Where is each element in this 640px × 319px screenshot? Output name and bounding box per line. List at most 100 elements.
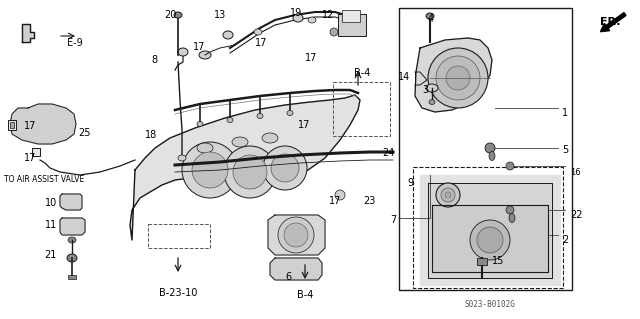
Bar bbox=[68, 275, 76, 279]
Text: B-4: B-4 bbox=[354, 68, 371, 78]
Circle shape bbox=[446, 66, 470, 90]
FancyArrow shape bbox=[600, 12, 626, 32]
Text: S023-B0102G: S023-B0102G bbox=[465, 300, 515, 309]
Bar bbox=[32, 148, 40, 156]
Ellipse shape bbox=[489, 152, 495, 160]
Bar bbox=[148, 224, 210, 248]
Text: 14: 14 bbox=[397, 72, 410, 82]
Text: 17: 17 bbox=[298, 120, 310, 130]
Text: 4: 4 bbox=[428, 14, 434, 24]
Circle shape bbox=[224, 146, 276, 198]
Circle shape bbox=[284, 223, 308, 247]
Circle shape bbox=[506, 206, 514, 214]
Text: 21: 21 bbox=[45, 250, 57, 260]
Ellipse shape bbox=[509, 213, 515, 222]
Text: 7: 7 bbox=[390, 215, 396, 225]
Bar bbox=[10, 122, 14, 128]
Text: 17: 17 bbox=[305, 53, 317, 63]
Circle shape bbox=[192, 152, 228, 188]
Ellipse shape bbox=[199, 51, 211, 59]
Polygon shape bbox=[415, 38, 492, 112]
Ellipse shape bbox=[223, 31, 233, 39]
Bar bbox=[338, 14, 366, 36]
Text: 3: 3 bbox=[422, 85, 428, 95]
Circle shape bbox=[436, 56, 480, 100]
Text: 17: 17 bbox=[24, 121, 36, 131]
Text: 6: 6 bbox=[285, 272, 291, 282]
Circle shape bbox=[271, 154, 299, 182]
Text: 5: 5 bbox=[562, 145, 568, 155]
Text: 13: 13 bbox=[214, 10, 226, 20]
Circle shape bbox=[441, 188, 455, 202]
Ellipse shape bbox=[426, 13, 434, 19]
Ellipse shape bbox=[232, 137, 248, 147]
Text: 16: 16 bbox=[570, 168, 580, 177]
Ellipse shape bbox=[197, 143, 213, 153]
Circle shape bbox=[182, 142, 238, 198]
Circle shape bbox=[477, 227, 503, 253]
Text: E-9: E-9 bbox=[67, 38, 83, 48]
Text: 1: 1 bbox=[562, 108, 568, 118]
Ellipse shape bbox=[262, 133, 278, 143]
Ellipse shape bbox=[178, 48, 188, 56]
Text: B-4: B-4 bbox=[297, 290, 313, 300]
Ellipse shape bbox=[178, 155, 186, 161]
Polygon shape bbox=[10, 104, 76, 144]
Polygon shape bbox=[428, 183, 552, 278]
Text: 17: 17 bbox=[193, 42, 205, 52]
Text: 12: 12 bbox=[322, 10, 334, 20]
Text: 24: 24 bbox=[382, 148, 394, 158]
Polygon shape bbox=[22, 24, 34, 42]
Circle shape bbox=[506, 162, 514, 170]
Text: 20: 20 bbox=[164, 10, 176, 20]
Text: 9: 9 bbox=[408, 178, 414, 188]
Text: 8: 8 bbox=[152, 55, 158, 65]
Polygon shape bbox=[432, 205, 548, 272]
Text: 25: 25 bbox=[78, 128, 90, 138]
Text: 22: 22 bbox=[570, 210, 582, 220]
Circle shape bbox=[330, 28, 338, 36]
Bar bbox=[8, 120, 16, 130]
Text: 17: 17 bbox=[255, 38, 268, 48]
Circle shape bbox=[263, 146, 307, 190]
Bar bbox=[399, 8, 572, 290]
Bar bbox=[333, 82, 390, 136]
Text: TO AIR ASSIST VALVE: TO AIR ASSIST VALVE bbox=[4, 175, 84, 184]
Ellipse shape bbox=[174, 12, 182, 18]
Circle shape bbox=[335, 190, 345, 200]
Bar bbox=[413, 167, 563, 288]
Text: 10: 10 bbox=[45, 198, 57, 208]
Text: B-23-10: B-23-10 bbox=[159, 288, 197, 298]
Polygon shape bbox=[130, 95, 360, 240]
Ellipse shape bbox=[254, 29, 262, 35]
Circle shape bbox=[470, 220, 510, 260]
Circle shape bbox=[445, 192, 451, 198]
Ellipse shape bbox=[429, 100, 435, 105]
Text: FR.: FR. bbox=[600, 17, 621, 27]
Text: 17: 17 bbox=[328, 196, 341, 206]
Ellipse shape bbox=[67, 254, 77, 262]
Ellipse shape bbox=[68, 237, 76, 243]
Polygon shape bbox=[268, 215, 325, 255]
Ellipse shape bbox=[197, 122, 203, 127]
Bar bbox=[477, 258, 487, 265]
Circle shape bbox=[485, 143, 495, 153]
Polygon shape bbox=[60, 218, 85, 235]
Text: 19: 19 bbox=[290, 8, 302, 18]
Bar bbox=[342, 10, 360, 22]
Polygon shape bbox=[60, 194, 82, 210]
Text: 23: 23 bbox=[363, 196, 376, 206]
Ellipse shape bbox=[308, 17, 316, 23]
Ellipse shape bbox=[426, 84, 438, 92]
Circle shape bbox=[428, 48, 488, 108]
Polygon shape bbox=[270, 258, 322, 280]
Text: 17: 17 bbox=[24, 153, 36, 163]
Ellipse shape bbox=[293, 14, 303, 22]
Text: 15: 15 bbox=[492, 256, 504, 266]
Text: 18: 18 bbox=[145, 130, 157, 140]
Circle shape bbox=[278, 217, 314, 253]
Circle shape bbox=[233, 155, 267, 189]
Ellipse shape bbox=[287, 110, 293, 115]
Circle shape bbox=[436, 183, 460, 207]
Text: 11: 11 bbox=[45, 220, 57, 230]
